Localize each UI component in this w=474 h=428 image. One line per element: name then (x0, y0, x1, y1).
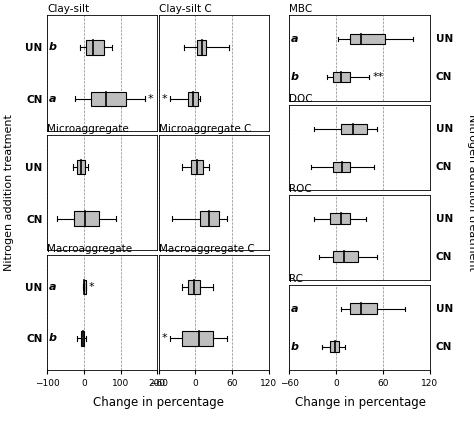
Text: a: a (48, 94, 56, 104)
Text: CN: CN (436, 72, 452, 82)
Text: CN: CN (436, 162, 452, 172)
Bar (201, 211, 219, 226)
Bar (77, 160, 85, 174)
Text: DOC: DOC (289, 94, 313, 104)
Bar (84, 280, 85, 294)
Bar (74, 211, 99, 226)
Bar (191, 160, 203, 174)
Text: Change in percentage: Change in percentage (295, 396, 426, 409)
Text: b: b (48, 333, 56, 343)
Bar (81, 331, 84, 345)
Text: MBC: MBC (289, 4, 312, 14)
Text: b: b (291, 342, 299, 352)
Text: Clay-silt: Clay-silt (47, 4, 90, 14)
Text: *: * (162, 333, 167, 343)
Text: a: a (291, 303, 298, 314)
Bar (197, 40, 207, 54)
Text: CN: CN (436, 252, 452, 262)
Bar (182, 331, 212, 345)
Text: b: b (291, 72, 299, 82)
Text: b: b (48, 42, 56, 52)
Text: UN: UN (436, 303, 453, 314)
Text: a: a (48, 282, 56, 292)
Bar (333, 161, 350, 172)
Text: Microaggregate: Microaggregate (47, 124, 129, 134)
Text: **: ** (373, 72, 384, 82)
Text: Macroaggregate: Macroaggregate (47, 244, 133, 254)
Bar (91, 92, 126, 106)
Text: Nitrogen addition treatment: Nitrogen addition treatment (4, 114, 15, 271)
Text: *: * (162, 94, 167, 104)
Bar (86, 40, 104, 54)
Bar (330, 341, 339, 352)
Bar (188, 280, 201, 294)
Text: *: * (147, 94, 153, 104)
Bar (350, 34, 384, 44)
Bar (188, 92, 198, 106)
Bar (333, 71, 350, 82)
Text: Macroaggregate C: Macroaggregate C (159, 244, 255, 254)
Text: UN: UN (436, 124, 453, 134)
Bar (341, 124, 367, 134)
Text: ROC: ROC (289, 184, 312, 194)
Text: CN: CN (436, 342, 452, 352)
Text: UN: UN (436, 34, 453, 44)
Text: *: * (89, 282, 95, 292)
Text: Change in percentage: Change in percentage (93, 396, 224, 409)
Bar (333, 251, 358, 262)
Text: RC: RC (289, 274, 303, 284)
Text: UN: UN (436, 214, 453, 224)
Text: Nitrogen addition treatment: Nitrogen addition treatment (466, 114, 474, 271)
Text: a: a (291, 34, 298, 44)
Bar (350, 303, 377, 314)
Text: Microaggregate C: Microaggregate C (159, 124, 251, 134)
Bar (330, 214, 350, 224)
Text: Clay-silt C: Clay-silt C (159, 4, 211, 14)
